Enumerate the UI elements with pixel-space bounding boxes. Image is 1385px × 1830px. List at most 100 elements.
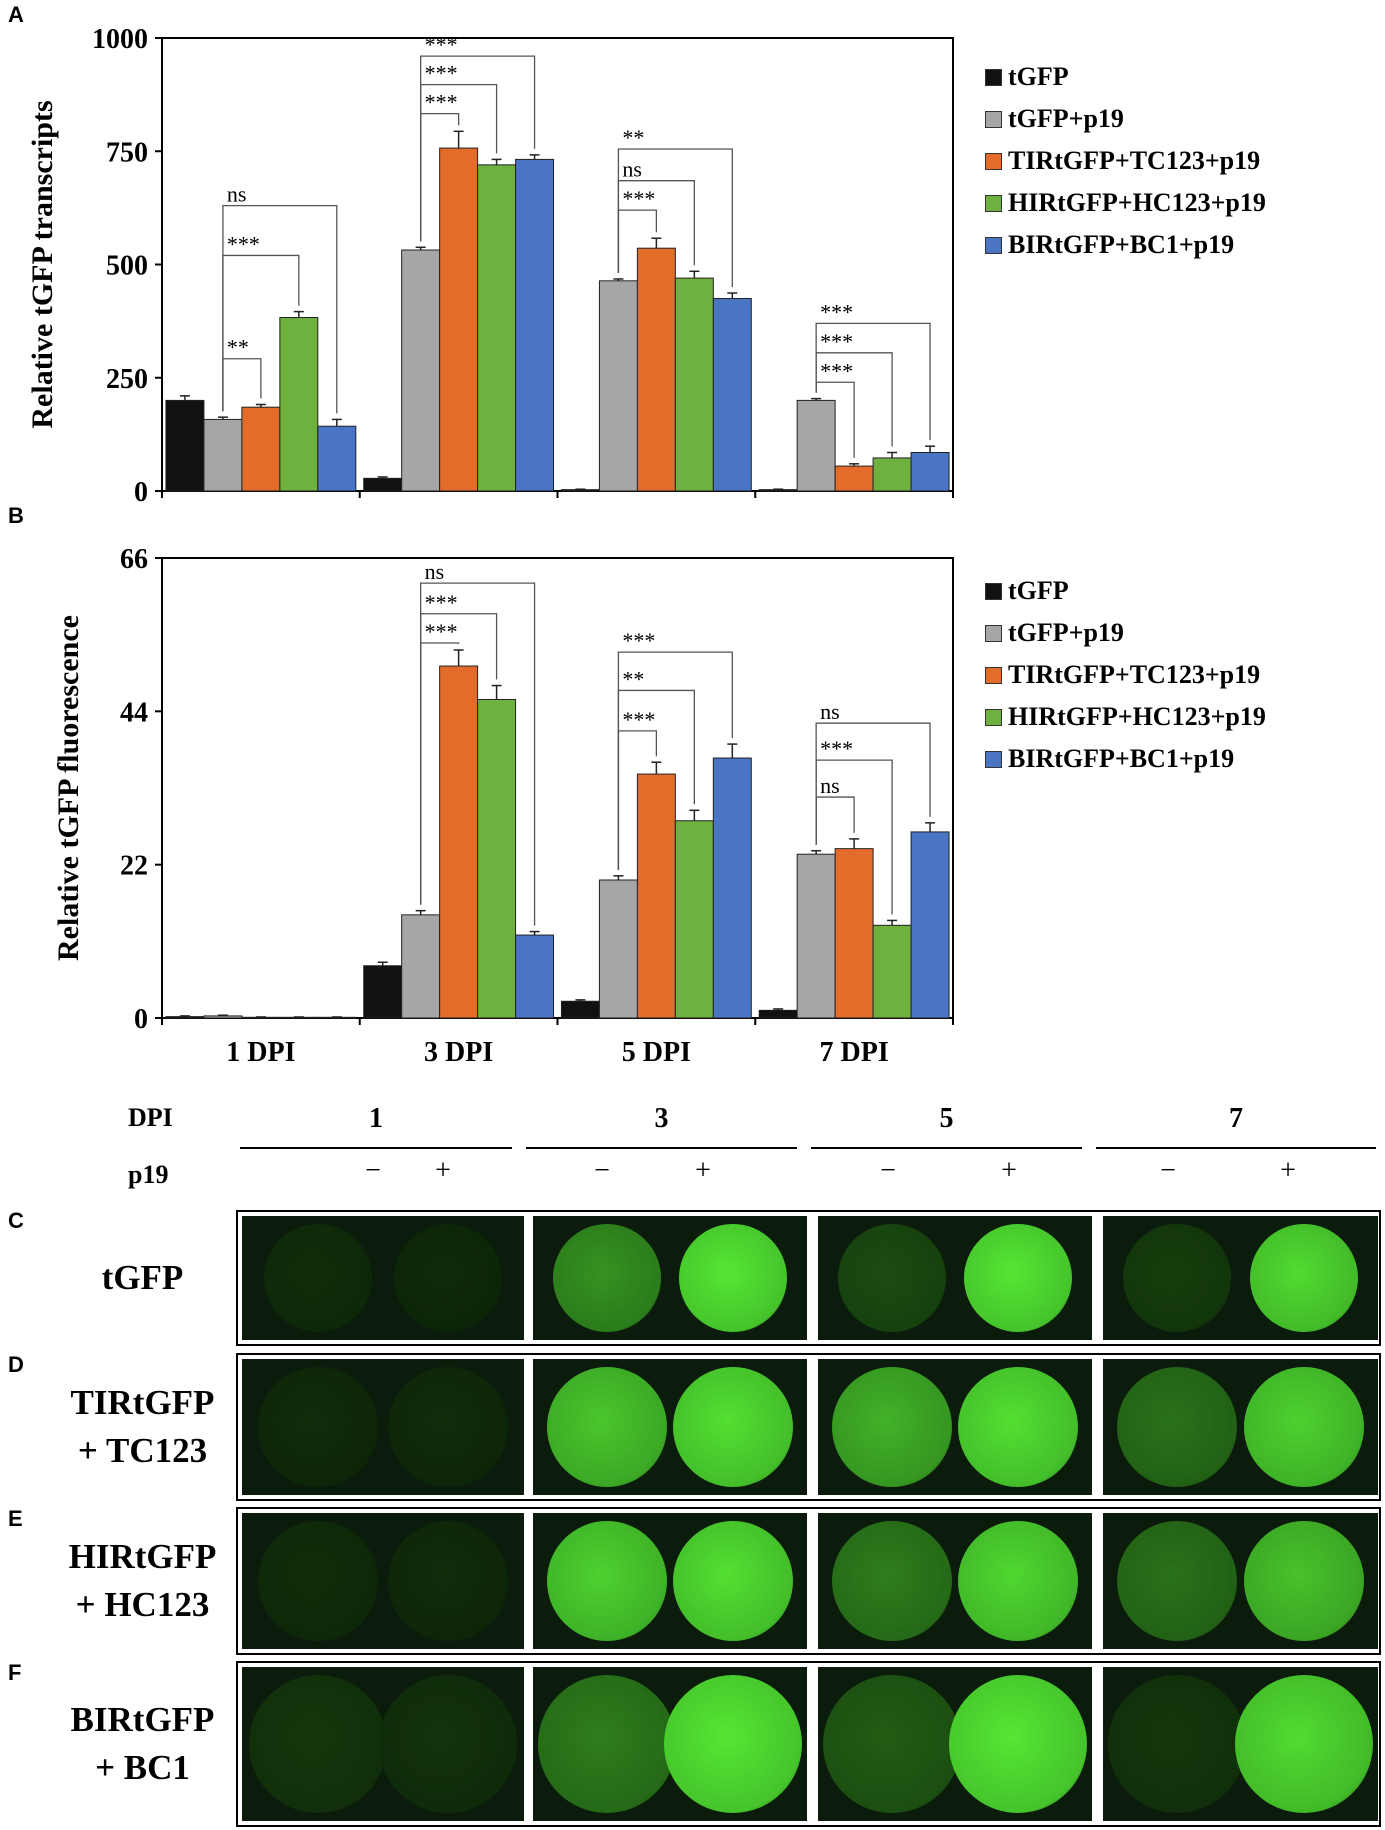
bar: [872, 924, 912, 1019]
leaf-disc: [673, 1367, 794, 1487]
chart-transcripts: 0 250 500 750 1000 Relative tGFP transcripts n…: [26, 24, 954, 508]
photo-row-panel: [236, 1661, 1381, 1827]
leaf-disc: [1123, 1224, 1232, 1332]
bar: [363, 477, 403, 492]
legend-label: tGFP+p19: [1008, 618, 1124, 647]
p19-state-label: +: [1280, 1155, 1296, 1186]
leaf-disc: [1243, 1367, 1364, 1487]
y-tick-label: 22: [120, 851, 148, 882]
leaf-disc: [673, 1521, 794, 1641]
bar: [910, 831, 950, 1019]
leaf-photo: [533, 1667, 807, 1821]
significance-label: ***: [425, 61, 458, 86]
leaf-disc: [249, 1675, 388, 1813]
significance-bracket: [617, 209, 658, 273]
significance-label: ***: [622, 707, 655, 732]
panel-letter-a: A: [8, 2, 24, 27]
leaf-disc: [958, 1367, 1079, 1487]
p19-state-label: −: [594, 1155, 610, 1186]
legend-item: BIRtGFP+BC1+p19: [985, 738, 1266, 780]
leaf-photo: [1103, 1513, 1378, 1649]
bar: [401, 914, 441, 1019]
bar: [834, 848, 874, 1019]
photo-row-label-line: + HC123: [75, 1585, 210, 1624]
bar: [203, 1015, 243, 1019]
significance-bracket: [420, 113, 460, 242]
significance-label: **: [227, 335, 249, 360]
bar: [598, 879, 638, 1019]
x-category-label: 5 DPI: [622, 1037, 691, 1068]
p19-state-label: −: [365, 1155, 381, 1186]
legend-swatch: [985, 624, 1002, 642]
dpi-column-label: 7: [1229, 1103, 1243, 1134]
legend-label: TIRtGFP+TC123+p19: [1008, 146, 1261, 175]
panel-letter-d: D: [8, 1352, 24, 1377]
leaf-disc: [393, 1224, 502, 1332]
y-axis-label: Relative tGFP transcripts: [26, 100, 59, 428]
dpi-column-label: 5: [939, 1103, 954, 1134]
significance-bracket: [222, 254, 300, 412]
legend-swatch: [985, 750, 1002, 768]
leaf-photo: [818, 1359, 1092, 1495]
p19-state-label: +: [695, 1155, 711, 1186]
bar: [515, 158, 555, 492]
bar: [636, 247, 676, 492]
y-tick-label: 0: [134, 477, 148, 508]
significance-label: ***: [622, 186, 655, 211]
legend-item: tGFP: [985, 570, 1266, 612]
leaf-disc: [552, 1224, 661, 1332]
bar: [241, 406, 281, 492]
legend-swatch: [985, 708, 1002, 726]
photo-row-label-line: tGFP: [101, 1258, 184, 1297]
bar: [279, 317, 319, 492]
legend-item: tGFP+p19: [985, 98, 1266, 140]
leaf-disc: [1243, 1521, 1364, 1641]
p19-state-label: +: [435, 1155, 451, 1186]
legend-item: HIRtGFP+HC123+p19: [985, 696, 1266, 738]
legend-swatch: [985, 152, 1002, 170]
legend-item: tGFP+p19: [985, 612, 1266, 654]
leaf-photo: [1103, 1667, 1378, 1821]
significance-label: ns: [622, 157, 642, 182]
significance-label: ***: [227, 231, 260, 256]
leaf-photo: [818, 1216, 1092, 1340]
leaf-photo: [242, 1216, 524, 1340]
bar: [796, 853, 836, 1019]
x-category-label: 7 DPI: [820, 1037, 889, 1068]
leaf-photo: [533, 1359, 807, 1495]
photo-row-panel: [236, 1507, 1381, 1655]
leaf-photo: [818, 1513, 1092, 1649]
significance-label: ns: [425, 559, 445, 584]
leaf-disc: [831, 1367, 952, 1487]
legend-item: TIRtGFP+TC123+p19: [985, 140, 1266, 182]
photo-row-panel: [236, 1353, 1381, 1501]
photo-row-label-line: + BC1: [95, 1748, 190, 1787]
significance-bracket: [815, 796, 855, 845]
legend-swatch: [985, 666, 1002, 684]
bar: [477, 698, 517, 1019]
leaf-photo: [242, 1667, 524, 1821]
p19-state-label: −: [880, 1155, 896, 1186]
significance-label: ns: [227, 182, 247, 207]
bar: [401, 249, 441, 492]
leaf-disc: [264, 1224, 373, 1332]
leaf-disc: [537, 1675, 676, 1813]
legend-label: TIRtGFP+TC123+p19: [1008, 660, 1261, 689]
bar: [165, 399, 205, 492]
y-tick-label: 500: [106, 251, 148, 282]
photo-row-label-line: HIRtGFP: [68, 1537, 217, 1576]
legend-swatch: [985, 194, 1002, 212]
dpi-column-label: 3: [654, 1103, 669, 1134]
y-axis-label: Relative tGFP fluorescence: [52, 615, 85, 961]
photo-row-label: BIRtGFP + BC1: [55, 1696, 230, 1792]
bar: [203, 418, 243, 492]
bar: [439, 147, 479, 492]
legend-item: TIRtGFP+TC123+p19: [985, 654, 1266, 696]
bar: [363, 965, 403, 1019]
leaf-photo: [533, 1216, 807, 1340]
significance-label: ns: [820, 699, 840, 724]
bar: [674, 820, 714, 1019]
photo-row-label-line: + TC123: [77, 1431, 208, 1470]
bar: [758, 1009, 798, 1019]
legend-item: tGFP: [985, 56, 1266, 98]
